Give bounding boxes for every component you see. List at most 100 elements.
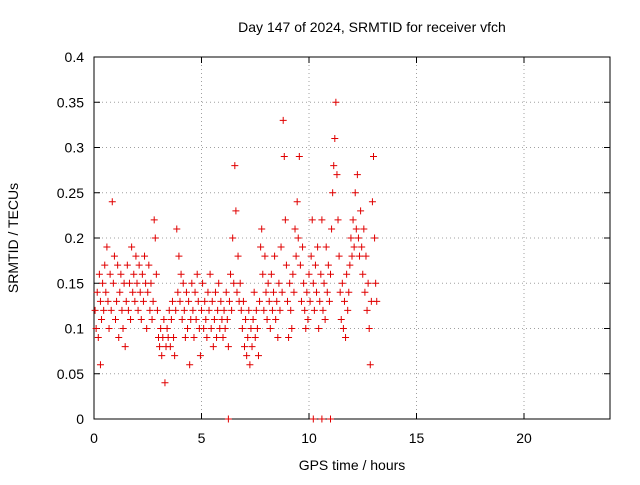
data-point xyxy=(184,325,192,332)
data-point xyxy=(193,270,201,278)
data-point xyxy=(363,306,371,314)
data-point xyxy=(123,261,131,269)
data-point xyxy=(245,306,253,314)
data-point xyxy=(338,279,346,287)
data-point xyxy=(121,343,129,351)
data-point xyxy=(118,306,126,314)
data-point xyxy=(186,361,194,369)
data-point xyxy=(138,270,146,278)
data-point xyxy=(185,297,193,305)
data-point xyxy=(127,315,135,323)
data-point xyxy=(297,297,305,305)
data-point xyxy=(112,315,119,323)
data-point xyxy=(258,225,266,233)
data-point xyxy=(317,270,325,278)
chart-title: Day 147 of 2024, SRMTID for receiver vfc… xyxy=(238,19,506,35)
data-point xyxy=(152,270,160,278)
grid xyxy=(94,57,610,419)
data-point xyxy=(231,162,239,170)
y-tick-label: 0.3 xyxy=(65,140,85,156)
data-point xyxy=(238,325,246,332)
data-point xyxy=(284,297,291,305)
data-point xyxy=(265,297,273,305)
data-point xyxy=(280,153,288,161)
data-point xyxy=(100,306,108,314)
data-point xyxy=(177,270,185,278)
data-point xyxy=(322,243,330,251)
data-point xyxy=(307,252,315,260)
data-point xyxy=(230,279,238,287)
data-point xyxy=(263,315,271,323)
data-point xyxy=(204,288,212,296)
data-point xyxy=(196,352,204,360)
data-point xyxy=(335,252,343,260)
data-point xyxy=(135,261,143,269)
data-point xyxy=(354,234,362,242)
y-tick-label: 0.15 xyxy=(57,275,84,291)
data-point xyxy=(277,243,285,251)
data-point xyxy=(290,288,298,296)
data-point xyxy=(242,315,250,323)
data-point xyxy=(305,270,313,278)
data-point xyxy=(199,279,207,287)
data-point xyxy=(365,325,373,332)
data-point xyxy=(262,288,270,296)
data-point xyxy=(318,415,326,423)
data-point xyxy=(224,343,232,351)
data-point xyxy=(213,334,221,342)
data-point xyxy=(91,306,99,314)
data-point xyxy=(227,270,235,278)
data-point xyxy=(94,334,102,342)
data-point xyxy=(303,288,311,296)
data-point xyxy=(368,198,376,206)
data-point xyxy=(150,216,158,224)
data-point xyxy=(171,352,179,360)
data-point xyxy=(167,315,175,323)
data-point xyxy=(293,198,301,206)
data-point xyxy=(350,243,358,251)
data-point xyxy=(248,343,256,351)
data-point xyxy=(156,343,164,351)
data-point xyxy=(330,162,338,170)
data-point xyxy=(113,297,121,305)
data-point xyxy=(342,334,350,342)
data-point xyxy=(220,306,228,314)
data-point xyxy=(286,279,294,287)
data-point xyxy=(201,297,209,305)
data-point xyxy=(210,315,218,323)
data-point xyxy=(232,207,240,215)
data-point xyxy=(343,270,351,278)
data-point xyxy=(139,297,147,305)
data-point xyxy=(325,297,333,305)
data-point xyxy=(373,297,381,305)
data-point xyxy=(141,252,149,260)
data-point xyxy=(158,352,166,360)
data-point xyxy=(149,297,157,305)
data-point xyxy=(233,288,241,296)
data-point xyxy=(99,279,107,287)
data-point xyxy=(131,297,139,305)
data-point xyxy=(319,306,327,314)
data-point xyxy=(103,243,111,251)
data-point xyxy=(306,297,314,305)
data-point xyxy=(165,306,173,314)
data-point xyxy=(309,415,317,423)
data-point xyxy=(147,279,155,287)
data-point xyxy=(101,261,109,269)
data-point xyxy=(289,270,297,278)
data-point xyxy=(344,306,352,314)
data-point xyxy=(132,252,140,260)
axis-ticks: 0 0.05 0.1 0.15 0.2 0.25 0.3 0.35 0.4 0 5 10 15 20 xyxy=(57,49,610,446)
data-point xyxy=(288,325,296,332)
y-tick-label: 0.1 xyxy=(65,321,85,337)
data-point xyxy=(191,288,199,296)
data-point xyxy=(180,306,188,314)
data-point xyxy=(282,261,290,269)
data-point xyxy=(254,352,262,360)
data-point xyxy=(117,270,125,278)
data-point xyxy=(334,216,342,224)
data-point xyxy=(129,288,137,296)
data-point xyxy=(175,252,183,260)
